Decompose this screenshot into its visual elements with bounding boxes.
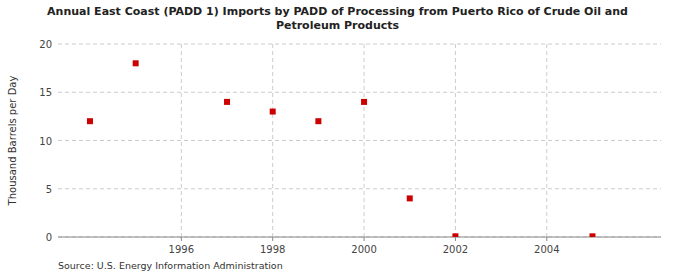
y-grid-line bbox=[58, 188, 661, 189]
y-tick-label: 5 bbox=[46, 184, 52, 195]
x-grid-line bbox=[364, 44, 365, 237]
x-tick bbox=[455, 237, 456, 241]
x-tick-label: 1998 bbox=[260, 244, 285, 255]
y-grid-line bbox=[58, 92, 661, 93]
y-tick-label: 0 bbox=[46, 232, 52, 243]
x-tick-label: 2000 bbox=[351, 244, 376, 255]
point bbox=[133, 60, 139, 66]
x-tick bbox=[272, 237, 273, 241]
y-grid-line bbox=[58, 237, 661, 238]
point bbox=[452, 233, 458, 237]
y-grid-line bbox=[58, 44, 661, 45]
point bbox=[361, 99, 367, 105]
source: Source: U.S. Energy Information Administ… bbox=[58, 260, 283, 271]
x-grid-line bbox=[546, 44, 547, 237]
x-grid-line bbox=[181, 44, 182, 237]
axes: 0 5 10 15 20 1996 1998 2000 2002 2004 bbox=[39, 39, 661, 255]
x-tick bbox=[546, 237, 547, 241]
y-axis-label: Thousand Barrels per Day bbox=[7, 76, 18, 207]
x-tick bbox=[181, 237, 182, 241]
y-tick-label: 20 bbox=[39, 39, 52, 50]
x-tick-label: 2002 bbox=[443, 244, 468, 255]
point bbox=[315, 118, 321, 124]
point bbox=[270, 109, 276, 115]
points bbox=[87, 60, 596, 237]
point bbox=[87, 118, 93, 124]
x-tick-label: 1996 bbox=[169, 244, 194, 255]
y-grid-line bbox=[58, 140, 661, 141]
y-tick-label: 10 bbox=[39, 136, 52, 147]
title-line: Petroleum Products bbox=[276, 19, 400, 32]
point bbox=[407, 195, 413, 201]
point bbox=[589, 233, 595, 237]
x-axis-line bbox=[58, 237, 661, 238]
grid bbox=[58, 44, 661, 237]
title: Annual East Coast (PADD 1) Imports by PA… bbox=[47, 5, 628, 32]
x-tick-label: 2004 bbox=[534, 244, 559, 255]
point bbox=[224, 99, 230, 105]
x-grid-line bbox=[455, 44, 456, 237]
chart: Annual East Coast (PADD 1) Imports by PA… bbox=[0, 0, 675, 275]
title-line: Annual East Coast (PADD 1) Imports by PA… bbox=[47, 5, 628, 18]
x-tick bbox=[364, 237, 365, 241]
y-tick-label: 15 bbox=[39, 87, 52, 98]
x-grid-line bbox=[272, 44, 273, 237]
